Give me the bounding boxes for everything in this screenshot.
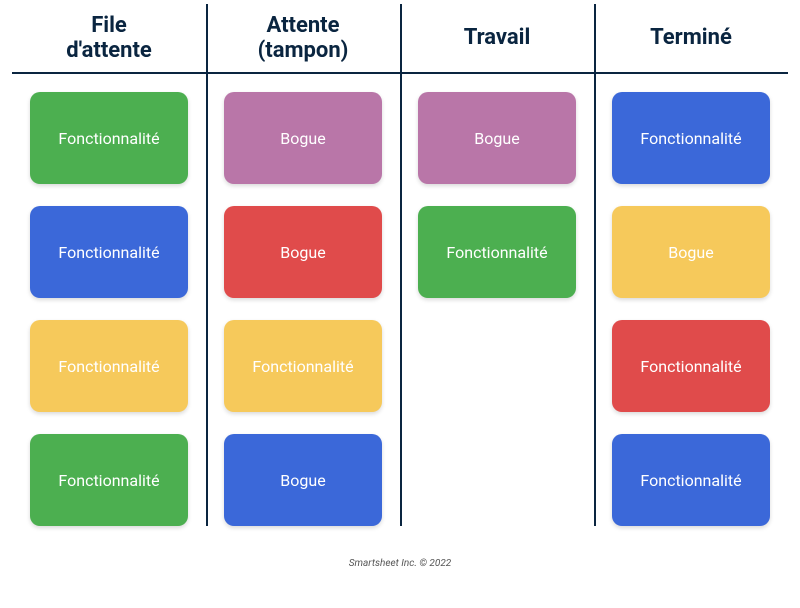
column-attente-tampon: Attente (tampon) Bogue Bogue Fonctionnal… <box>206 0 400 556</box>
column-cards: Bogue Bogue Fonctionnalité Bogue <box>206 92 400 556</box>
column-travail: Travail Bogue Fonctionnalité <box>400 0 594 556</box>
column-cards: Bogue Fonctionnalité <box>400 92 594 328</box>
card[interactable]: Fonctionnalité <box>30 320 188 412</box>
card[interactable]: Bogue <box>418 92 576 184</box>
card[interactable]: Bogue <box>224 206 382 298</box>
card[interactable]: Fonctionnalité <box>612 320 770 412</box>
header-divider <box>12 72 206 74</box>
card[interactable]: Bogue <box>224 434 382 526</box>
header-divider <box>206 72 400 74</box>
column-cards: Fonctionnalité Fonctionnalité Fonctionna… <box>12 92 206 556</box>
card[interactable]: Fonctionnalité <box>30 206 188 298</box>
column-header: Attente (tampon) <box>206 0 400 72</box>
kanban-board: File d'attente Fonctionnalité Fonctionna… <box>0 0 800 556</box>
card[interactable]: Fonctionnalité <box>30 92 188 184</box>
column-header: Terminé <box>594 0 788 72</box>
header-divider <box>400 72 594 74</box>
column-header: File d'attente <box>12 0 206 72</box>
copyright-footer: Smartsheet Inc. © 2022 <box>0 556 800 569</box>
column-file-dattente: File d'attente Fonctionnalité Fonctionna… <box>12 0 206 556</box>
card[interactable]: Bogue <box>612 206 770 298</box>
column-header: Travail <box>400 0 594 72</box>
column-cards: Fonctionnalité Bogue Fonctionnalité Fonc… <box>594 92 788 556</box>
header-divider <box>594 72 788 74</box>
card[interactable]: Fonctionnalité <box>612 434 770 526</box>
card[interactable]: Fonctionnalité <box>30 434 188 526</box>
card[interactable]: Bogue <box>224 92 382 184</box>
card[interactable]: Fonctionnalité <box>224 320 382 412</box>
card[interactable]: Fonctionnalité <box>612 92 770 184</box>
card[interactable]: Fonctionnalité <box>418 206 576 298</box>
column-termine: Terminé Fonctionnalité Bogue Fonctionnal… <box>594 0 788 556</box>
